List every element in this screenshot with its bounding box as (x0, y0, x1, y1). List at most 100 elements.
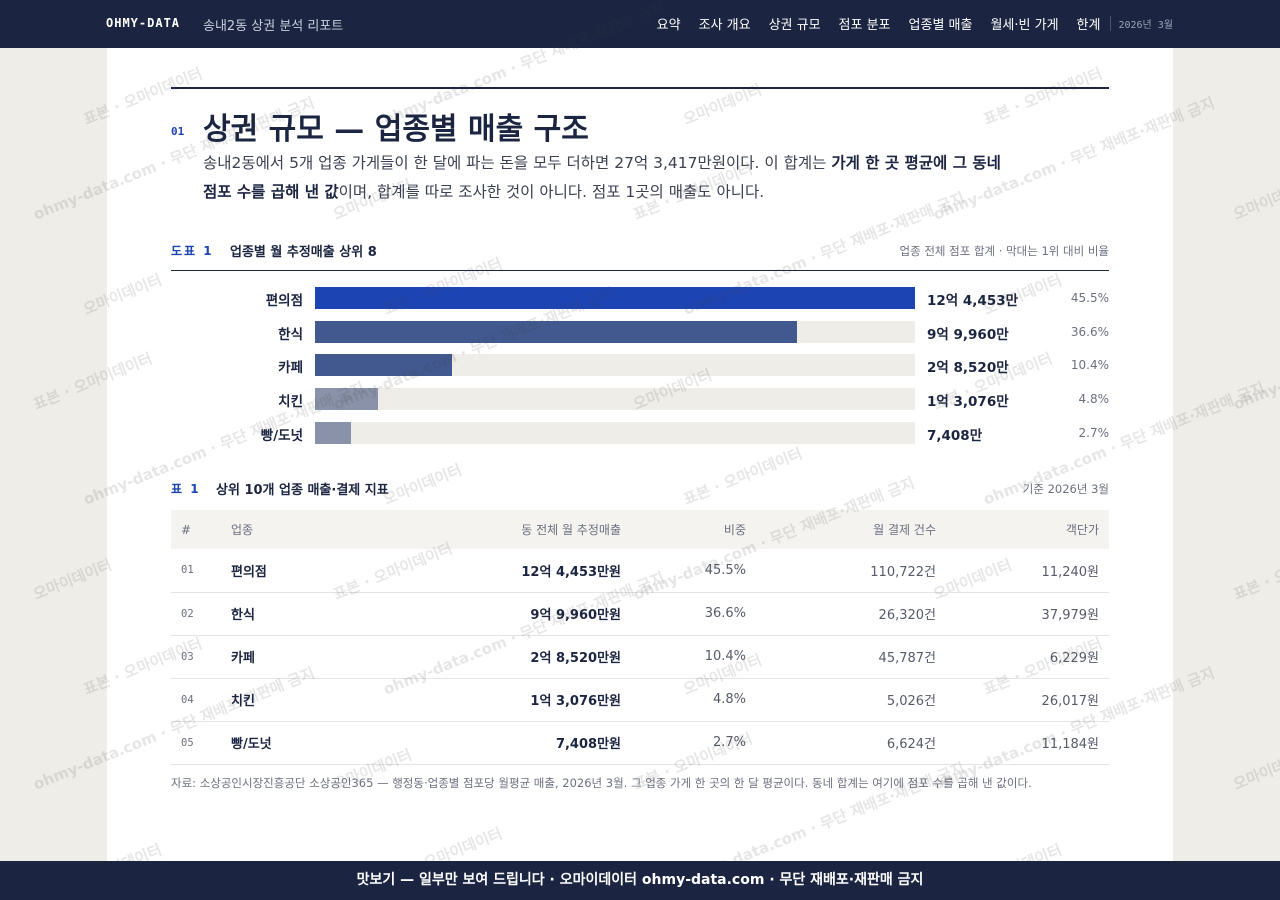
nav-item[interactable]: 요약 (656, 18, 681, 33)
figure-note: 업종 전체 점포 합계 · 막대는 1위 대비 비율 (899, 244, 1110, 258)
table-cell: 37,979원 (946, 592, 1109, 636)
table-cell: 한식 (221, 592, 371, 636)
watermark: 오마이데이터 (1230, 745, 1280, 794)
section-title: 상권 규모 — 업종별 매출 구조 (203, 112, 589, 147)
table-cell: 110,722건 (756, 549, 946, 593)
data-table: # 업종 동 전체 월 추정매출 비중 월 결제 건수 객단가 01 편의점 12억 4,453… (171, 510, 1109, 765)
watermark: ohmy-data.com · 무단 재배포·재판매 금지 (1230, 284, 1280, 414)
table-title: 상위 10개 업종 매출·결제 지표 (216, 483, 389, 498)
column-header: 객단가 (946, 510, 1109, 549)
table-note: 기준 2026년 3월 (1022, 482, 1109, 496)
bar (315, 388, 379, 411)
share-label: 10.4% (1070, 358, 1109, 373)
nav: 요약 조사 개요 상권 규모 점포 분포 업종별 매출 월세·빈 가게 한계 2026년 3월 (639, 14, 1173, 33)
bar (315, 354, 453, 377)
value-label: 9억 9,960만 (927, 326, 1009, 343)
nav-item[interactable]: 월세·빈 가게 (990, 18, 1059, 33)
share-label: 4.8% (1078, 392, 1110, 407)
bar-track (315, 354, 915, 377)
category-label: 한식 (278, 326, 303, 343)
table-row: 04 치킨 1억 3,076만원 4.8% 5,026건 26,017원 (171, 678, 1109, 722)
table-cell: 4.8% (631, 678, 756, 722)
table-cell: 26,320건 (756, 592, 946, 636)
table-cell: 편의점 (221, 549, 371, 593)
column-header: 동 전체 월 추정매출 (371, 510, 631, 549)
brand[interactable]: OHMY-DATA (106, 16, 181, 30)
lead-text: 이며, 합계를 따로 조사한 것이 아니다. 점포 1곳의 매출도 아니다. (338, 183, 765, 201)
nav-item[interactable]: 업종별 매출 (908, 18, 973, 33)
nav-item[interactable]: 점포 분포 (838, 18, 891, 33)
table-cell: 03 (171, 635, 221, 679)
table-cell: 카페 (221, 635, 371, 679)
watermark: 표본 · 오마이데이터 (1230, 539, 1280, 604)
top-bar: OHMY-DATA 송내2동 상권 분석 리포트 요약 조사 개요 상권 규모 점포 … (0, 0, 1280, 48)
lead: 송내2동에서 5개 업종 가게들이 한 달에 파는 돈을 모두 더하면 27억 … (203, 149, 1013, 207)
table-cell: 6,229원 (946, 635, 1109, 679)
table-cell: 01 (171, 549, 221, 593)
report-date: 2026년 3월 (1110, 16, 1173, 31)
category-label: 편의점 (265, 293, 303, 309)
table-cell: 치킨 (221, 678, 371, 722)
category-label: 카페 (278, 360, 303, 377)
table-cell: 45.5% (631, 549, 756, 593)
bar-track (315, 421, 915, 444)
share-label: 2.7% (1078, 425, 1110, 440)
table-cell: 2.7% (631, 721, 756, 765)
table-row: 01 편의점 12억 4,453만원 45.5% 110,722건 11,240원 (171, 549, 1109, 593)
table-cell: 26,017원 (946, 678, 1109, 722)
lead-text: 송내2동에서 5개 업종 가게들이 한 달에 파는 돈을 모두 더하면 27억 … (203, 154, 832, 172)
table-cell: 6,624건 (756, 721, 946, 765)
column-header: 비중 (631, 510, 756, 549)
watermark: 오마이데이터 (30, 555, 115, 604)
category-label: 치킨 (278, 394, 303, 411)
lead-text: 가게 한 곳 평균에 그 동네 점포 수를 곱해 낸 값 (203, 154, 1001, 201)
table-row: 05 빵/도넛 7,408만원 2.7% 6,624건 11,184원 (171, 721, 1109, 765)
table-cell: 11,240원 (946, 549, 1109, 593)
figure-title: 업종별 월 추정매출 상위 8 (230, 245, 377, 260)
nav-item[interactable]: 조사 개요 (698, 18, 751, 33)
value-label: 2억 8,520만 (927, 360, 1009, 377)
share-label: 45.5% (1070, 291, 1109, 305)
table-cell: 10.4% (631, 635, 756, 679)
table-cell: 12억 4,453만원 (371, 549, 631, 593)
footer-banner: 맛보기 — 일부만 보여 드립니다 · 오마이데이터 ohmy-data.com… (0, 861, 1280, 900)
table-cell: 7,408만원 (371, 721, 631, 765)
table-cell: 빵/도넛 (221, 721, 371, 765)
rule (171, 87, 1109, 89)
source: 자료: 소상공인시장진흥공단 소상공인365 — 행정동·업종별 점포당 월평균… (171, 776, 1032, 790)
table-cell: 11,184원 (946, 721, 1109, 765)
table-cell: 05 (171, 721, 221, 765)
table-row: 03 카페 2억 8,520만원 10.4% 45,787건 6,229원 (171, 635, 1109, 679)
table-cell: 9억 9,960만원 (371, 592, 631, 636)
value-label: 12억 4,453만 (927, 293, 1019, 309)
table-cell: 2억 8,520만원 (371, 635, 631, 679)
bar-chart: 편의점 12억 4,453만 45.5% 한식 9억 9,960만 36.6% 카페 2억 8… (107, 48, 1173, 468)
table-cell: 04 (171, 678, 221, 722)
column-header: 업종 (221, 510, 371, 549)
table-cell: 1억 3,076만원 (371, 678, 631, 722)
column-header: # (171, 510, 221, 549)
value-label: 7,408만 (927, 427, 983, 444)
bar-track (315, 388, 915, 411)
figure-label: 도표 1 (171, 244, 214, 258)
value-label: 1억 3,076만 (927, 394, 1009, 411)
table-cell: 45,787건 (756, 635, 946, 679)
nav-item[interactable]: 상권 규모 (768, 18, 821, 33)
table-cell: 36.6% (631, 592, 756, 636)
nav-item[interactable]: 한계 (1076, 18, 1101, 33)
bar (315, 287, 915, 309)
section-number: 01 (171, 125, 185, 138)
report-subtitle: 송내2동 상권 분석 리포트 (203, 19, 344, 34)
share-label: 36.6% (1070, 324, 1109, 339)
bar (315, 421, 351, 444)
table-header: # 업종 동 전체 월 추정매출 비중 월 결제 건수 객단가 (171, 510, 1109, 549)
column-header: 월 결제 건수 (756, 510, 946, 549)
table-label: 표 1 (171, 482, 201, 496)
report-card: 01 상권 규모 — 업종별 매출 구조 송내2동에서 5개 업종 가게들이 한… (107, 48, 1173, 861)
category-label: 빵/도넛 (260, 427, 303, 444)
table-row: 02 한식 9억 9,960만원 36.6% 26,320건 37,979원 (171, 592, 1109, 636)
table-cell: 02 (171, 592, 221, 636)
watermark: 오마이데이터 (1230, 175, 1280, 224)
rule (171, 270, 1109, 271)
